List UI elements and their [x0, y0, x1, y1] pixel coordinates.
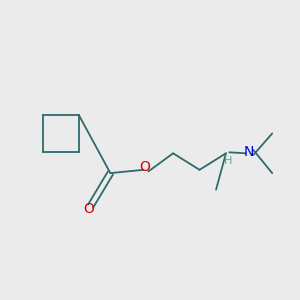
Text: N: N: [244, 145, 254, 159]
Text: H: H: [224, 156, 232, 166]
Text: O: O: [139, 160, 150, 173]
Text: O: O: [83, 202, 94, 216]
